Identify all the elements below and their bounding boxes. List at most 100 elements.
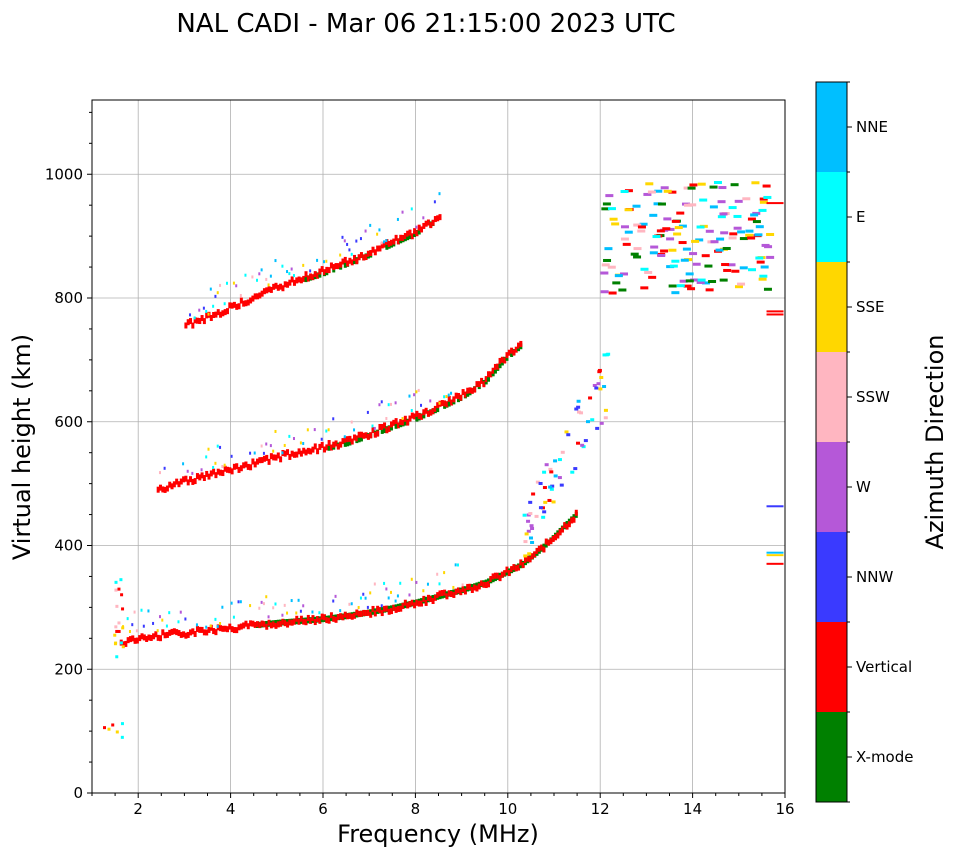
echo-mark bbox=[225, 626, 229, 633]
echo-mark bbox=[406, 419, 410, 426]
echo-mark bbox=[297, 618, 301, 625]
echo-mark bbox=[679, 279, 688, 283]
echo-mark bbox=[443, 571, 446, 575]
echo-mark bbox=[336, 614, 340, 621]
echo-mark bbox=[645, 182, 654, 186]
echo-mark bbox=[766, 232, 775, 236]
echo-mark bbox=[550, 484, 555, 488]
echo-mark bbox=[158, 471, 161, 475]
echo-mark bbox=[542, 486, 547, 490]
echo-mark bbox=[447, 393, 450, 397]
echo-mark bbox=[364, 229, 367, 233]
echo-mark bbox=[452, 585, 455, 589]
echo-mark bbox=[258, 292, 262, 299]
echo-mark bbox=[251, 458, 255, 465]
echo-mark bbox=[311, 610, 314, 614]
echo-mark bbox=[223, 302, 226, 306]
echo-mark bbox=[158, 635, 162, 642]
echo-mark bbox=[597, 370, 602, 374]
echo-mark bbox=[225, 308, 229, 315]
echo-mark bbox=[535, 547, 539, 554]
echo-mark bbox=[733, 214, 742, 218]
echo-mark bbox=[168, 611, 171, 615]
plot-frame bbox=[91, 99, 786, 794]
echo-mark bbox=[262, 451, 265, 455]
echo-mark bbox=[438, 582, 441, 586]
echo-mark bbox=[378, 423, 382, 430]
echo-mark bbox=[182, 631, 186, 638]
echo-mark bbox=[436, 592, 440, 599]
echo-mark bbox=[350, 259, 354, 266]
echo-mark bbox=[332, 264, 336, 271]
echo-mark bbox=[256, 278, 259, 282]
echo-mark bbox=[548, 467, 553, 471]
echo-mark bbox=[223, 463, 226, 467]
echo-mark bbox=[364, 432, 368, 439]
echo-mark bbox=[594, 386, 599, 390]
echo-mark bbox=[512, 564, 516, 571]
echo-mark bbox=[232, 463, 236, 470]
echo-mark bbox=[369, 250, 373, 257]
echo-mark bbox=[371, 427, 375, 434]
echo-mark bbox=[604, 247, 613, 251]
echo-mark bbox=[244, 273, 247, 277]
echo-mark bbox=[341, 438, 345, 445]
colorbar-label-ssw: SSW bbox=[856, 388, 890, 406]
echo-mark bbox=[170, 628, 174, 635]
echo-mark bbox=[378, 228, 381, 232]
echo-mark bbox=[727, 263, 736, 267]
echo-mark bbox=[362, 609, 366, 616]
echo-mark bbox=[184, 632, 188, 639]
echo-mark bbox=[660, 249, 669, 253]
echo-mark bbox=[530, 527, 535, 531]
echo-mark bbox=[339, 441, 343, 448]
y-tick-label: 200 bbox=[54, 660, 83, 678]
echo-mark bbox=[410, 412, 414, 419]
echo-mark bbox=[410, 599, 414, 606]
echo-mark bbox=[422, 222, 426, 229]
echo-mark bbox=[519, 340, 523, 347]
echo-mark bbox=[219, 311, 223, 318]
echo-mark bbox=[235, 303, 239, 310]
echo-mark bbox=[683, 284, 692, 288]
echo-mark bbox=[666, 237, 675, 241]
echo-mark bbox=[207, 312, 210, 316]
echo-mark bbox=[576, 410, 581, 414]
echo-mark bbox=[493, 572, 497, 579]
echo-mark bbox=[622, 242, 631, 246]
echo-mark bbox=[512, 349, 516, 356]
echo-mark bbox=[570, 517, 574, 524]
echo-mark bbox=[417, 228, 421, 235]
echo-mark bbox=[544, 463, 549, 467]
echo-mark bbox=[311, 446, 315, 453]
echo-mark bbox=[498, 575, 502, 582]
echo-mark bbox=[120, 735, 124, 739]
echo-mark bbox=[606, 352, 611, 356]
echo-mark bbox=[195, 623, 198, 627]
echo-mark bbox=[292, 274, 295, 278]
echo-mark bbox=[599, 376, 604, 380]
echo-mark bbox=[538, 481, 543, 485]
echo-mark bbox=[560, 526, 564, 533]
echo-mark bbox=[369, 591, 372, 595]
echo-mark bbox=[410, 577, 413, 581]
echo-mark bbox=[107, 727, 111, 731]
echo-mark bbox=[433, 594, 437, 601]
echo-mark bbox=[295, 277, 299, 284]
echo-mark bbox=[426, 582, 429, 586]
echo-mark bbox=[205, 625, 208, 629]
echo-mark bbox=[362, 432, 366, 439]
echo-mark bbox=[114, 625, 118, 629]
echo-mark bbox=[408, 229, 412, 236]
echo-mark bbox=[718, 186, 727, 190]
echo-mark bbox=[456, 393, 460, 400]
echo-mark bbox=[620, 237, 629, 241]
echo-mark bbox=[156, 634, 160, 641]
echo-mark bbox=[733, 226, 742, 230]
echo-mark bbox=[373, 582, 376, 586]
echo-mark bbox=[304, 619, 308, 626]
echo-mark bbox=[223, 309, 227, 316]
echo-mark bbox=[429, 222, 433, 229]
echo-mark bbox=[265, 287, 269, 294]
